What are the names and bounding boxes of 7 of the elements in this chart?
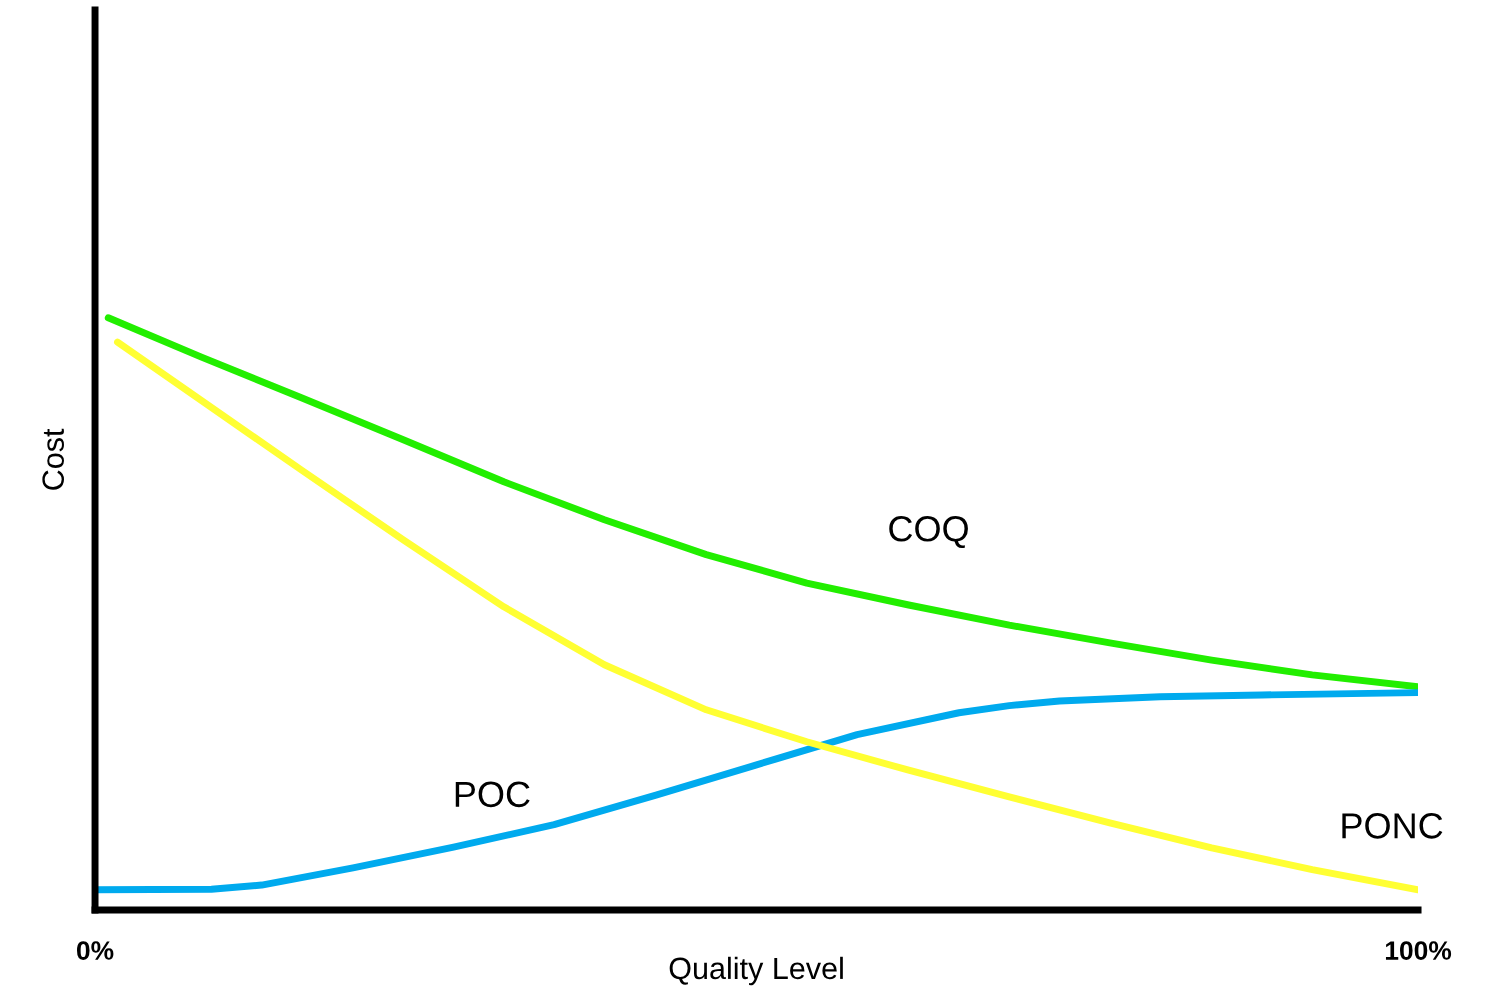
series-label: PONC — [1342, 813, 1443, 839]
y-axis-title: Cost — [42, 428, 64, 490]
x-tick-label: 0% — [77, 941, 114, 960]
series-label: POC — [455, 781, 530, 808]
series-label: COQ — [889, 516, 968, 549]
x-axis-title: Quality Level — [669, 956, 843, 986]
x-tick-label: 100% — [1385, 941, 1452, 960]
